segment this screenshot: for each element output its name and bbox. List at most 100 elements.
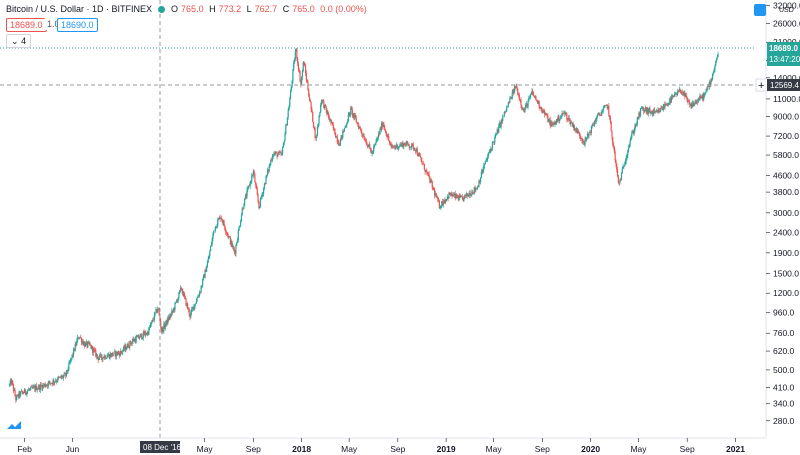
candle-body	[647, 109, 650, 114]
candle-body	[90, 344, 92, 349]
candle-body	[76, 340, 78, 346]
candle-body	[501, 119, 503, 122]
candle-body	[130, 343, 133, 345]
candle-body	[55, 381, 57, 382]
candle-body	[379, 128, 381, 135]
candle-body	[506, 106, 509, 108]
candle-body	[85, 341, 87, 343]
candle-body	[508, 102, 510, 104]
candle-body	[196, 297, 198, 302]
time-axis[interactable]: Feb Jun May Sep 2018 May Sep 2019 May Sep 2020 May S…	[17, 438, 745, 454]
candle-body	[48, 381, 50, 383]
candle-body	[359, 127, 361, 129]
tradingview-logo-icon[interactable]	[6, 419, 22, 431]
candle-body	[266, 170, 269, 175]
candle-body	[310, 102, 312, 110]
candle-body	[368, 144, 370, 147]
candle-body	[692, 102, 694, 105]
candle-body	[263, 183, 266, 189]
candle-body	[242, 208, 244, 210]
candle-body	[613, 146, 615, 153]
candle-body	[73, 348, 75, 356]
candle-body	[321, 99, 323, 102]
candle-body	[659, 107, 661, 113]
crosshair-price-label: 12569.4	[770, 81, 799, 90]
candle-body	[477, 186, 479, 187]
candle-body	[448, 193, 450, 199]
candle-body	[305, 73, 307, 80]
candle-body	[681, 92, 684, 94]
candle-body	[688, 101, 691, 105]
low-label: L	[246, 4, 252, 14]
candle-body	[175, 301, 177, 303]
candle-body	[221, 220, 224, 223]
candle-body	[327, 112, 330, 118]
candle-body	[709, 82, 711, 85]
candle-body	[315, 137, 317, 139]
indicators-count: 4	[21, 36, 27, 46]
candle-body	[551, 122, 553, 125]
candle-body	[569, 118, 571, 125]
candle-body	[670, 97, 672, 103]
candle-body	[499, 123, 501, 127]
candle-body	[674, 93, 676, 95]
price-tick-label: 5800.0	[773, 150, 799, 160]
time-tick-label: May	[486, 444, 503, 454]
candle-body	[323, 101, 325, 109]
candle-body	[25, 393, 27, 395]
candle-body	[577, 131, 579, 134]
sell-button[interactable]: 18689.0	[6, 18, 47, 32]
candle-body	[565, 112, 567, 115]
candle-body	[93, 348, 95, 351]
candle-body	[34, 386, 36, 391]
candle-body	[599, 114, 601, 116]
candle-body	[357, 122, 359, 125]
indicators-toggle[interactable]: ⌄ 4	[6, 34, 32, 48]
candle-body	[641, 108, 643, 109]
candle-body	[430, 180, 432, 183]
candle-body	[289, 99, 291, 108]
candle-body	[361, 131, 363, 134]
price-tick-label: 620.0	[773, 346, 795, 356]
candle-body	[385, 132, 387, 136]
candle-body	[145, 334, 148, 336]
candle-body	[484, 160, 486, 165]
candle-body	[556, 119, 558, 122]
candle-body	[23, 389, 26, 393]
candle-body	[684, 92, 686, 98]
fullscreen-button[interactable]	[754, 4, 766, 16]
candle-body	[611, 130, 613, 138]
candle-body	[61, 376, 64, 378]
candle-body	[61, 376, 63, 378]
candle-body	[519, 99, 521, 101]
candle-body	[377, 137, 379, 139]
symbol-title[interactable]: Bitcoin / U.S. Dollar · 1D · BITFINEX	[6, 4, 153, 14]
candle-body	[347, 114, 349, 122]
candle-body	[178, 292, 180, 298]
candle-body	[57, 377, 60, 378]
time-tick-label: Feb	[17, 444, 32, 454]
candle-body	[623, 166, 625, 167]
time-tick-label: 2021	[726, 444, 745, 454]
buy-button[interactable]: 18690.0	[57, 18, 98, 32]
candle-body	[472, 191, 474, 194]
candle-body	[616, 169, 619, 176]
candle-body	[497, 129, 499, 133]
candle-body	[716, 56, 718, 59]
candle-body	[245, 195, 247, 197]
candle-body	[332, 124, 334, 129]
candle-body	[261, 194, 263, 198]
candle-body	[16, 395, 18, 401]
candle-body	[607, 105, 609, 108]
crosshair-plus-icon[interactable]: +	[758, 80, 764, 92]
candle-body	[292, 69, 294, 81]
candle-body	[624, 161, 627, 165]
candle-body	[57, 377, 59, 382]
chevron-down-icon: ⌄	[11, 36, 19, 46]
candle-body	[167, 317, 169, 324]
candle-body	[303, 62, 305, 66]
candle-body	[538, 100, 540, 108]
candle-body	[86, 341, 88, 347]
candle-body	[80, 337, 83, 343]
